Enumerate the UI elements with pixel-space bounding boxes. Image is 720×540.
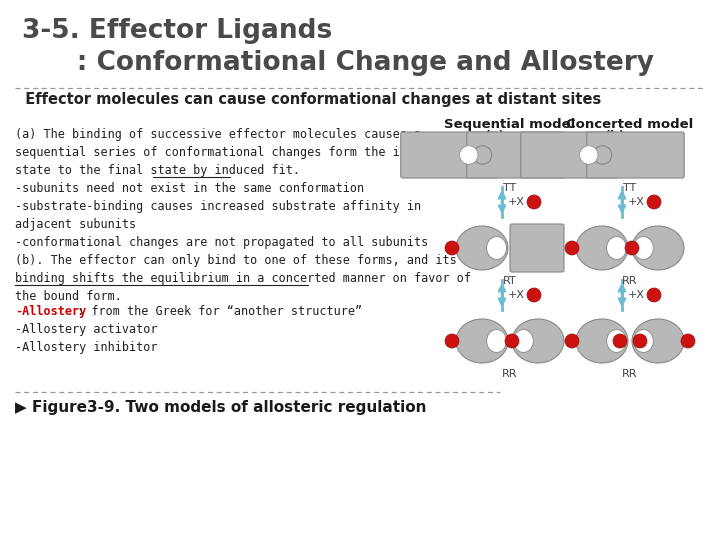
- Text: binding shifts the equilibrium in a concerted manner on favor of: binding shifts the equilibrium in a conc…: [15, 272, 471, 285]
- Text: -Allostery activator: -Allostery activator: [15, 323, 158, 336]
- Circle shape: [647, 195, 661, 209]
- FancyBboxPatch shape: [401, 132, 498, 178]
- Ellipse shape: [456, 319, 508, 363]
- Circle shape: [445, 334, 459, 348]
- Circle shape: [580, 146, 598, 164]
- Circle shape: [505, 334, 519, 348]
- Text: RT: RT: [503, 276, 517, 286]
- Text: +X: +X: [628, 197, 645, 207]
- Ellipse shape: [513, 329, 534, 353]
- Text: adjacent subunits: adjacent subunits: [15, 218, 136, 231]
- Circle shape: [633, 334, 647, 348]
- Circle shape: [613, 334, 627, 348]
- Text: -Allostery inhibitor: -Allostery inhibitor: [15, 341, 158, 354]
- Text: ▶ Figure3-9. Two models of allosteric regulation: ▶ Figure3-9. Two models of allosteric re…: [15, 400, 426, 415]
- Text: TT: TT: [624, 183, 636, 193]
- FancyBboxPatch shape: [510, 224, 564, 272]
- Ellipse shape: [576, 226, 628, 270]
- Ellipse shape: [487, 237, 506, 259]
- Ellipse shape: [634, 237, 653, 259]
- Circle shape: [625, 241, 639, 255]
- Text: TT: TT: [503, 183, 517, 193]
- FancyBboxPatch shape: [521, 132, 618, 178]
- Circle shape: [459, 146, 478, 164]
- Text: +X: +X: [508, 290, 525, 300]
- Text: +X: +X: [628, 290, 645, 300]
- Text: state to the final state by induced fit.: state to the final state by induced fit.: [15, 164, 300, 177]
- Text: +X: +X: [508, 197, 525, 207]
- Text: RR: RR: [622, 276, 638, 286]
- Text: Concerted model: Concerted model: [567, 118, 693, 131]
- Circle shape: [565, 241, 579, 255]
- Ellipse shape: [576, 319, 628, 363]
- Text: RR: RR: [622, 369, 638, 379]
- Circle shape: [445, 241, 459, 255]
- Text: (b): (b): [605, 130, 625, 143]
- Circle shape: [527, 195, 541, 209]
- Text: -conformational changes are not propagated to all subunits: -conformational changes are not propagat…: [15, 236, 428, 249]
- Text: (a): (a): [485, 130, 505, 143]
- Text: sequential series of conformational changes form the initial: sequential series of conformational chan…: [15, 146, 443, 159]
- Text: -substrate-binding causes increased substrate affinity in: -substrate-binding causes increased subs…: [15, 200, 421, 213]
- Circle shape: [681, 334, 695, 348]
- Ellipse shape: [632, 226, 684, 270]
- Text: the bound form.: the bound form.: [15, 290, 122, 303]
- Text: (a) The binding of successive effector molecules causes a: (a) The binding of successive effector m…: [15, 128, 421, 141]
- FancyBboxPatch shape: [467, 132, 564, 178]
- Circle shape: [473, 146, 492, 164]
- Text: (b). The effector can only bind to one of these forms, and its: (b). The effector can only bind to one o…: [15, 254, 456, 267]
- FancyBboxPatch shape: [587, 132, 684, 178]
- Ellipse shape: [632, 319, 684, 363]
- Text: : from the Greek for “another structure”: : from the Greek for “another structure”: [70, 305, 362, 318]
- Ellipse shape: [634, 329, 653, 353]
- Ellipse shape: [607, 329, 626, 353]
- Text: 3-5. Effector Ligands: 3-5. Effector Ligands: [22, 18, 332, 44]
- Circle shape: [593, 146, 612, 164]
- Ellipse shape: [456, 226, 508, 270]
- Ellipse shape: [512, 319, 564, 363]
- Text: -Allostery: -Allostery: [15, 305, 86, 318]
- Ellipse shape: [487, 329, 506, 353]
- Circle shape: [527, 288, 541, 302]
- Circle shape: [647, 288, 661, 302]
- Ellipse shape: [607, 237, 626, 259]
- Text: RR: RR: [503, 369, 518, 379]
- Text: Sequential model: Sequential model: [444, 118, 575, 131]
- Text: Effector molecules can cause conformational changes at distant sites: Effector molecules can cause conformatio…: [15, 92, 601, 107]
- Text: : Conformational Change and Allostery: : Conformational Change and Allostery: [22, 50, 654, 76]
- Circle shape: [565, 334, 579, 348]
- Text: -subunits need not exist in the same conformation: -subunits need not exist in the same con…: [15, 182, 364, 195]
